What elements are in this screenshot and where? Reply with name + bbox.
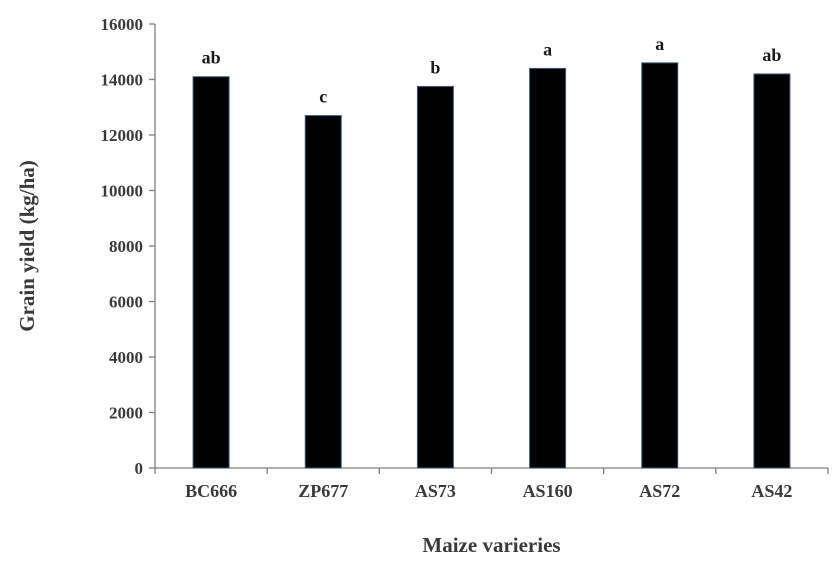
y-tick-label: 10000 bbox=[101, 182, 144, 201]
bar-bc666 bbox=[192, 76, 230, 469]
x-axis bbox=[154, 467, 829, 474]
bar-as73 bbox=[416, 85, 454, 469]
bars bbox=[192, 62, 791, 469]
y-tick-label: 4000 bbox=[109, 348, 143, 367]
bar-as160 bbox=[529, 67, 567, 469]
y-axis-title: Grain yield (kg/ha) bbox=[15, 160, 39, 332]
y-ticks: 0 2000 4000 6000 8000 10000 12000 14000 16000 bbox=[101, 15, 155, 478]
significance-label: ab bbox=[202, 48, 221, 68]
x-ticks bbox=[154, 468, 829, 474]
category-label: AS72 bbox=[639, 481, 680, 501]
bar-as72 bbox=[641, 62, 679, 469]
category-label: BC666 bbox=[185, 481, 237, 501]
category-label: AS160 bbox=[523, 481, 573, 501]
category-label: AS73 bbox=[415, 481, 456, 501]
bar-as42 bbox=[753, 73, 791, 469]
y-tick-label: 6000 bbox=[109, 293, 143, 312]
y-tick-label: 16000 bbox=[101, 15, 144, 34]
significance-label: c bbox=[319, 87, 327, 107]
category-label: AS42 bbox=[751, 481, 792, 501]
significance-label: ab bbox=[762, 45, 781, 65]
bar-zp677 bbox=[304, 115, 342, 469]
y-tick-label: 2000 bbox=[109, 404, 143, 423]
significance-label: a bbox=[543, 39, 552, 59]
y-tick-label: 8000 bbox=[109, 237, 143, 256]
significance-label: b bbox=[430, 57, 440, 77]
x-axis-title: Maize varieries bbox=[422, 533, 560, 557]
category-labels: BC666 ZP677 AS73 AS160 AS72 AS42 bbox=[185, 481, 792, 501]
y-tick-label: 12000 bbox=[101, 126, 144, 145]
y-tick-label: 0 bbox=[135, 459, 144, 478]
significance-label: a bbox=[655, 34, 664, 54]
category-label: ZP677 bbox=[298, 481, 348, 501]
significance-labels: ab c b a a ab bbox=[202, 34, 782, 107]
y-axis: 0 2000 4000 6000 8000 10000 12000 14000 16000 bbox=[101, 15, 156, 478]
y-tick-label: 14000 bbox=[101, 71, 144, 90]
